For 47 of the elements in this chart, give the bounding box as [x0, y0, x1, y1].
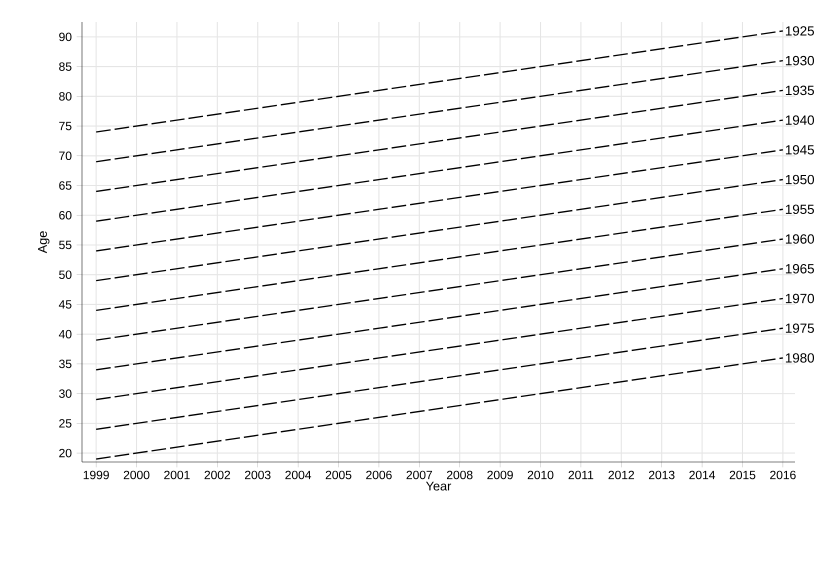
series-label: 1930 [786, 56, 814, 66]
y-tick-label: 45 [58, 300, 72, 309]
y-tick-label: 55 [59, 240, 72, 250]
series-label: 1975 [786, 324, 814, 333]
series-label: 1950 [786, 174, 814, 184]
y-tick-label: 35 [59, 360, 72, 368]
x-tick-label: 2002 [204, 470, 230, 480]
series-label: 1935 [786, 86, 814, 96]
series-label: 1960 [786, 234, 814, 244]
x-tick-label: 2016 [770, 470, 796, 480]
y-tick-label: 40 [58, 330, 72, 338]
x-tick-label: 2008 [446, 470, 473, 480]
y-tick-label: 80 [59, 92, 72, 101]
series-label: 1970 [786, 294, 814, 304]
y-tick-label: 70 [59, 152, 72, 160]
x-tick-label: 2012 [608, 470, 634, 480]
x-tick-label: 2000 [124, 470, 150, 480]
y-tick-label: 65 [59, 181, 72, 190]
x-tick-label: 2005 [326, 470, 352, 480]
x-tick-label: 2013 [648, 470, 675, 480]
series-label: 1945 [786, 145, 814, 155]
y-tick-label: 90 [59, 32, 72, 42]
y-tick-label: 50 [59, 270, 72, 279]
x-tick-label: 2010 [528, 470, 554, 480]
x-tick-label: 2011 [568, 470, 594, 480]
y-axis-title: Age [38, 231, 50, 254]
x-tick-label: 2001 [164, 470, 190, 480]
y-tick-label: 20 [59, 448, 72, 458]
x-tick-label: 2009 [487, 470, 513, 480]
x-tick-label: 2006 [366, 470, 392, 480]
x-tick-label: 1999 [84, 470, 109, 480]
y-tick-label: 75 [59, 122, 72, 130]
y-tick-label: 25 [59, 419, 72, 428]
y-tick-label: 85 [59, 62, 72, 71]
series-label: 1940 [786, 115, 814, 125]
series-label: 1955 [786, 204, 814, 214]
series-label: 1965 [786, 264, 814, 274]
y-tick-label: 30 [59, 389, 72, 398]
x-tick-label: 2007 [406, 470, 432, 480]
x-axis-title: Year [426, 482, 452, 491]
series-label: 1980 [786, 353, 814, 363]
series-label: 1925 [786, 26, 814, 36]
x-tick-label: 2004 [285, 470, 312, 480]
x-tick-label: 2015 [730, 470, 756, 480]
x-tick-label: 2014 [689, 470, 716, 480]
x-tick-label: 2003 [244, 470, 271, 480]
y-tick-label: 60 [59, 210, 72, 220]
